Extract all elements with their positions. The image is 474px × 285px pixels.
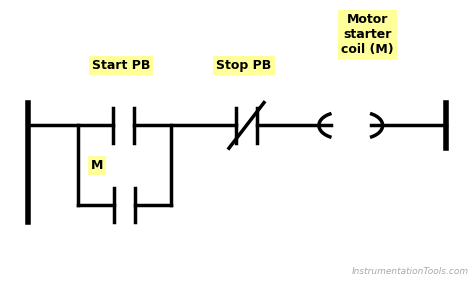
Text: Stop PB: Stop PB: [217, 59, 272, 72]
Text: Motor
starter
coil (M): Motor starter coil (M): [341, 13, 394, 56]
Text: Start PB: Start PB: [91, 59, 150, 72]
Text: M: M: [91, 159, 103, 172]
Text: InstrumentationTools.com: InstrumentationTools.com: [352, 267, 469, 276]
